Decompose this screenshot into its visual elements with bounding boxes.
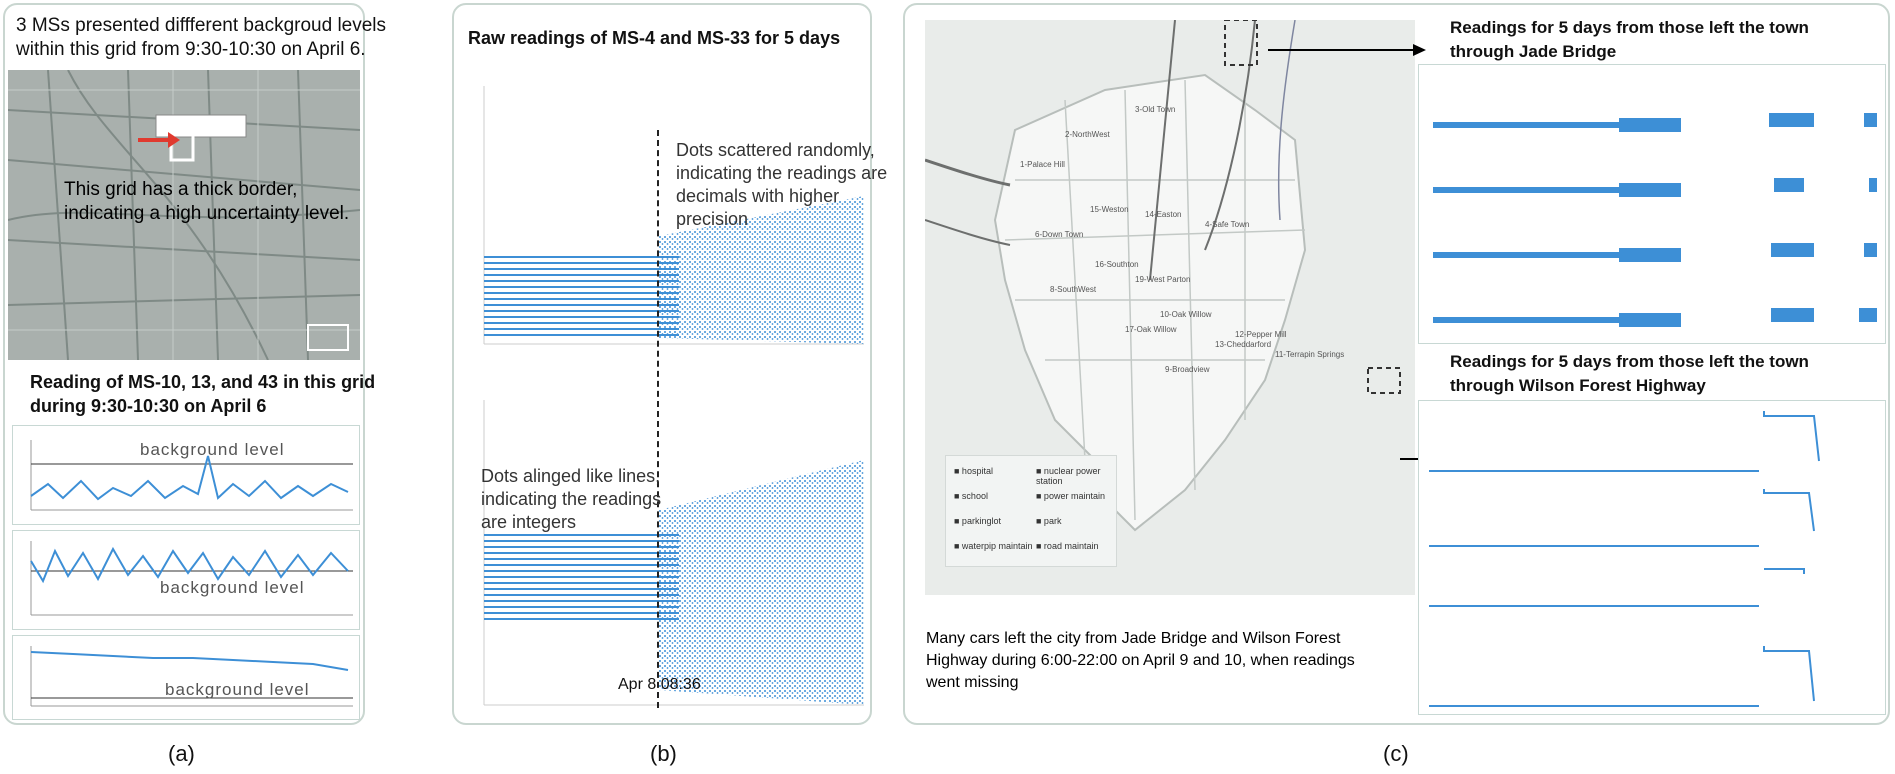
district-label: 13-Cheddarford [1215, 340, 1272, 349]
legend-item: ■ power maintain [1036, 491, 1105, 501]
grid-map [8, 70, 360, 360]
annotation-top-line3: decimals with higher [676, 186, 840, 206]
district-label: 3-Old Town [1135, 105, 1176, 114]
district-label: 14-Easton [1145, 210, 1182, 219]
map-annotation-line2: indicating a high uncertainty level. [64, 203, 350, 224]
caption-b: (b) [650, 741, 677, 766]
background-label-1: background level [140, 440, 285, 459]
ms-chart-2 [12, 530, 360, 630]
jade-readings [1418, 64, 1886, 344]
wilson-readings-plot [1429, 411, 1820, 707]
ms-chart-3 [12, 635, 360, 720]
district-label: 8-SouthWest [1050, 285, 1097, 294]
date-divider-line [657, 130, 659, 708]
district-label: 1-Palace Hill [1020, 160, 1065, 169]
district-label: 19-West Parton [1135, 275, 1191, 284]
legend-item: ■ parkinglot [954, 516, 1001, 526]
background-label-3: background level [165, 680, 310, 699]
map-annotation-line1: This grid has a thick border, [64, 179, 298, 200]
annotation-top-line2: indicating the readings are [676, 163, 888, 183]
ms4-scatter-plot [483, 86, 864, 345]
note-line3: went missing [926, 674, 1019, 691]
wilson-title-line2: through Wilson Forest Highway [1450, 376, 1706, 395]
district-label: 12-Pepper Mill [1235, 330, 1287, 339]
panel-a-title-line1: 3 MSs presented diffferent backgroud lev… [16, 15, 387, 36]
panel-b-title: Raw readings of MS-4 and MS-33 for 5 day… [468, 28, 841, 48]
panel-a-title-line2: within this grid from 9:30-10:30 on Apri… [16, 39, 366, 60]
panel-a-chart-title-line2: during 9:30-10:30 on April 6 [30, 396, 267, 416]
district-label: 10-Oak Willow [1160, 310, 1212, 319]
district-label: 16-Southton [1095, 260, 1139, 269]
map-legend: ■ hospital ■ nuclear power station ■ schoo… [945, 455, 1117, 567]
ms33-scatter [464, 390, 864, 715]
panel-a-chart-title-line1: Reading of MS-10, 13, and 43 in this gri… [30, 372, 376, 392]
legend-item: ■ school [954, 491, 988, 501]
annotation-top-line1: Dots scattered randomly, [676, 140, 875, 160]
wilson-readings [1418, 400, 1886, 715]
legend-item: ■ nuclear power station [1036, 466, 1101, 486]
annotation-top-line4: precision [676, 209, 749, 229]
district-label: 15-Weston [1090, 205, 1129, 214]
district-label: 6-Down Town [1035, 230, 1084, 239]
district-label: 2-NorthWest [1065, 130, 1110, 139]
background-label-2: background level [160, 578, 305, 597]
jade-readings-plot [1433, 113, 1877, 327]
legend-item: ■ waterpip maintain [954, 541, 1033, 551]
caption-a: (a) [168, 741, 195, 766]
caption-c: (c) [1383, 741, 1409, 766]
district-label: 11-Terrapin Springs [1275, 350, 1345, 359]
district-label: 4-Safe Town [1205, 220, 1250, 229]
city-map-svg [924, 19, 1401, 532]
district-label: 9-Broadview [1165, 365, 1210, 374]
legend-item: ■ road maintain [1036, 541, 1099, 551]
grid-map-roads [8, 70, 360, 360]
note-line1: Many cars left the city from Jade Bridge… [926, 630, 1341, 647]
annotation-bottom-line2: indicating the readings [481, 489, 662, 509]
note-line2: Highway during 6:00-22:00 on April 9 and… [926, 652, 1355, 669]
ms-chart-1 [12, 425, 360, 525]
jade-arrow [1268, 44, 1426, 56]
divider-label: Apr 8 08:36 [618, 676, 701, 693]
jade-title-line2: through Jade Bridge [1450, 42, 1617, 61]
annotation-bottom-line1: Dots alinged like lines, [481, 466, 661, 486]
legend-item: ■ park [1036, 516, 1062, 526]
ms33-scatter-plot [483, 400, 864, 706]
annotation-bottom-line3: are integers [481, 512, 577, 532]
legend-item: ■ hospital [954, 466, 993, 476]
district-label: 17-Oak Willow [1125, 325, 1177, 334]
ms4-scatter [464, 76, 864, 354]
jade-title-line1: Readings for 5 days from those left the … [1450, 18, 1809, 37]
wilson-title-line1: Readings for 5 days from those left the … [1450, 352, 1809, 371]
